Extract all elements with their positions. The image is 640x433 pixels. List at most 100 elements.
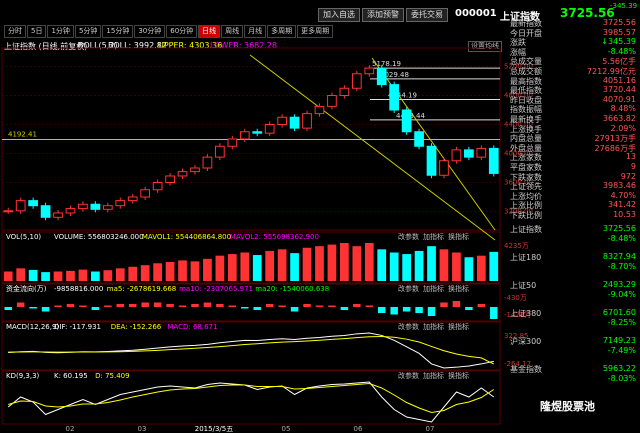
volume-bar [190,261,200,281]
panel-button[interactable]: 改参数 [398,232,419,241]
panel-button[interactable]: 换指标 [448,322,469,331]
volume-bar [28,269,38,281]
quote-value: ↓345.39 [601,37,636,47]
panel-button[interactable]: 改参数 [398,322,419,331]
panel-button[interactable]: 加指标 [423,232,444,241]
volume-bar [78,269,88,281]
flow-bar [265,304,274,307]
period-tab[interactable]: 60分钟 [166,25,198,38]
quote-value: 10.53 [613,210,636,219]
panel-button[interactable]: 改参数 [398,371,419,380]
flow-bar [16,302,25,307]
panel-button[interactable]: 换指标 [448,284,469,293]
date-label: 03 [138,425,147,433]
candle [65,208,76,214]
flow-bar [166,304,174,307]
period-tab[interactable]: 日线 [198,25,221,38]
flow-bar [490,307,498,319]
button[interactable]: 委托交易 [406,8,448,22]
candle [488,147,499,174]
quote-label: 总成交额 [510,67,542,76]
candle [40,205,51,218]
button[interactable]: 加入自选 [318,8,360,22]
volume-bar [215,255,225,281]
candle [239,131,250,140]
panel-scale: -430万 [504,294,527,302]
quote-value: 4051.16 [602,75,636,85]
flow-bar [427,307,436,316]
index-name[interactable]: 上证180 [510,253,542,262]
flow-bar [116,304,125,307]
y-tick-label: 4000.00 [504,150,533,158]
quote-label: 指数振幅 [510,105,542,115]
quote-label: 上涨家数 [510,153,542,163]
index-value: 6701.60 [602,308,636,317]
candle [464,149,474,158]
quote-value: 4070.91 [602,94,636,104]
panel-button[interactable]: 加指标 [423,284,444,293]
level-label: 5178.19 [372,60,401,68]
period-tab[interactable]: 月线 [244,25,267,38]
y-tick-label: 4400.00 [504,121,533,129]
period-tab[interactable]: 周线 [221,25,244,38]
index-name[interactable]: 沪深300 [510,337,542,346]
candle [426,145,437,176]
panel-button[interactable]: 加指标 [423,322,444,331]
period-tab[interactable]: 更多周期 [297,25,334,38]
candle [351,73,362,89]
volume-bar [290,253,299,281]
period-tab[interactable]: 多周期 [267,25,297,38]
flow-bar [153,302,162,307]
period-tab[interactable]: 1分钟 [47,25,74,38]
panel-button[interactable]: 改参数 [398,284,419,293]
period-tab[interactable]: 5日 [27,25,47,38]
quote-label: 下跌比例 [510,211,542,220]
quote-value: 8.48% [610,104,636,114]
button[interactable]: 添加预警 [362,8,404,22]
volume-bar [41,272,50,281]
level-label: 4744.19 [388,92,417,100]
panel-button[interactable]: 加指标 [423,371,444,380]
candle [339,87,350,96]
panel-legend: DIF: -117.931 [54,323,101,331]
panel-frame [1,370,501,425]
volume-bar [402,254,411,281]
period-tab[interactable]: 分时 [4,25,26,38]
index-name[interactable]: 上证50 [510,281,537,290]
period-tab[interactable]: 15分钟 [102,25,134,38]
volume-bar [352,246,362,281]
period-tab[interactable]: 30分钟 [134,25,166,38]
candle [78,203,88,210]
button[interactable]: 设置均线 [468,41,502,52]
index-name[interactable]: 上证380 [510,309,542,318]
quote-value: 341.42 [608,200,636,210]
flow-bar [128,304,137,307]
stock-price: 3725.56 [560,6,615,20]
flow-bar [41,307,50,312]
volume-bar [340,243,349,281]
panel-legend: MAVOL2: 555698362.900 [230,233,319,241]
panel-scale: 322.85 [504,332,529,340]
panel-scale: -264.17 [504,360,531,368]
stock-code: 000001 [455,8,497,19]
quote-label: 涨幅 [510,47,526,57]
candle [414,131,424,147]
candle [102,205,113,210]
candle [451,149,462,162]
index-name[interactable]: 上证指数 [510,225,542,234]
panel-button[interactable]: 换指标 [448,371,469,380]
date-label: 07 [426,425,435,433]
quote-label: 涨跌 [510,38,526,48]
index-value: 7149.23 [602,336,636,345]
index-name[interactable]: 基金指数 [510,365,542,374]
quote-label: 上证领先 [510,182,542,192]
index-value: 5963.22 [602,364,636,373]
quote-value: 3983.46 [602,181,636,191]
flow-bar [315,305,324,307]
panel-button[interactable]: 换指标 [448,232,469,241]
period-tab[interactable]: 5分钟 [74,25,102,38]
index-change: -7.49% [607,346,636,355]
index-value: 3725.56 [602,224,636,233]
volume-bar [439,249,449,281]
quote-value: 13 [625,152,636,162]
